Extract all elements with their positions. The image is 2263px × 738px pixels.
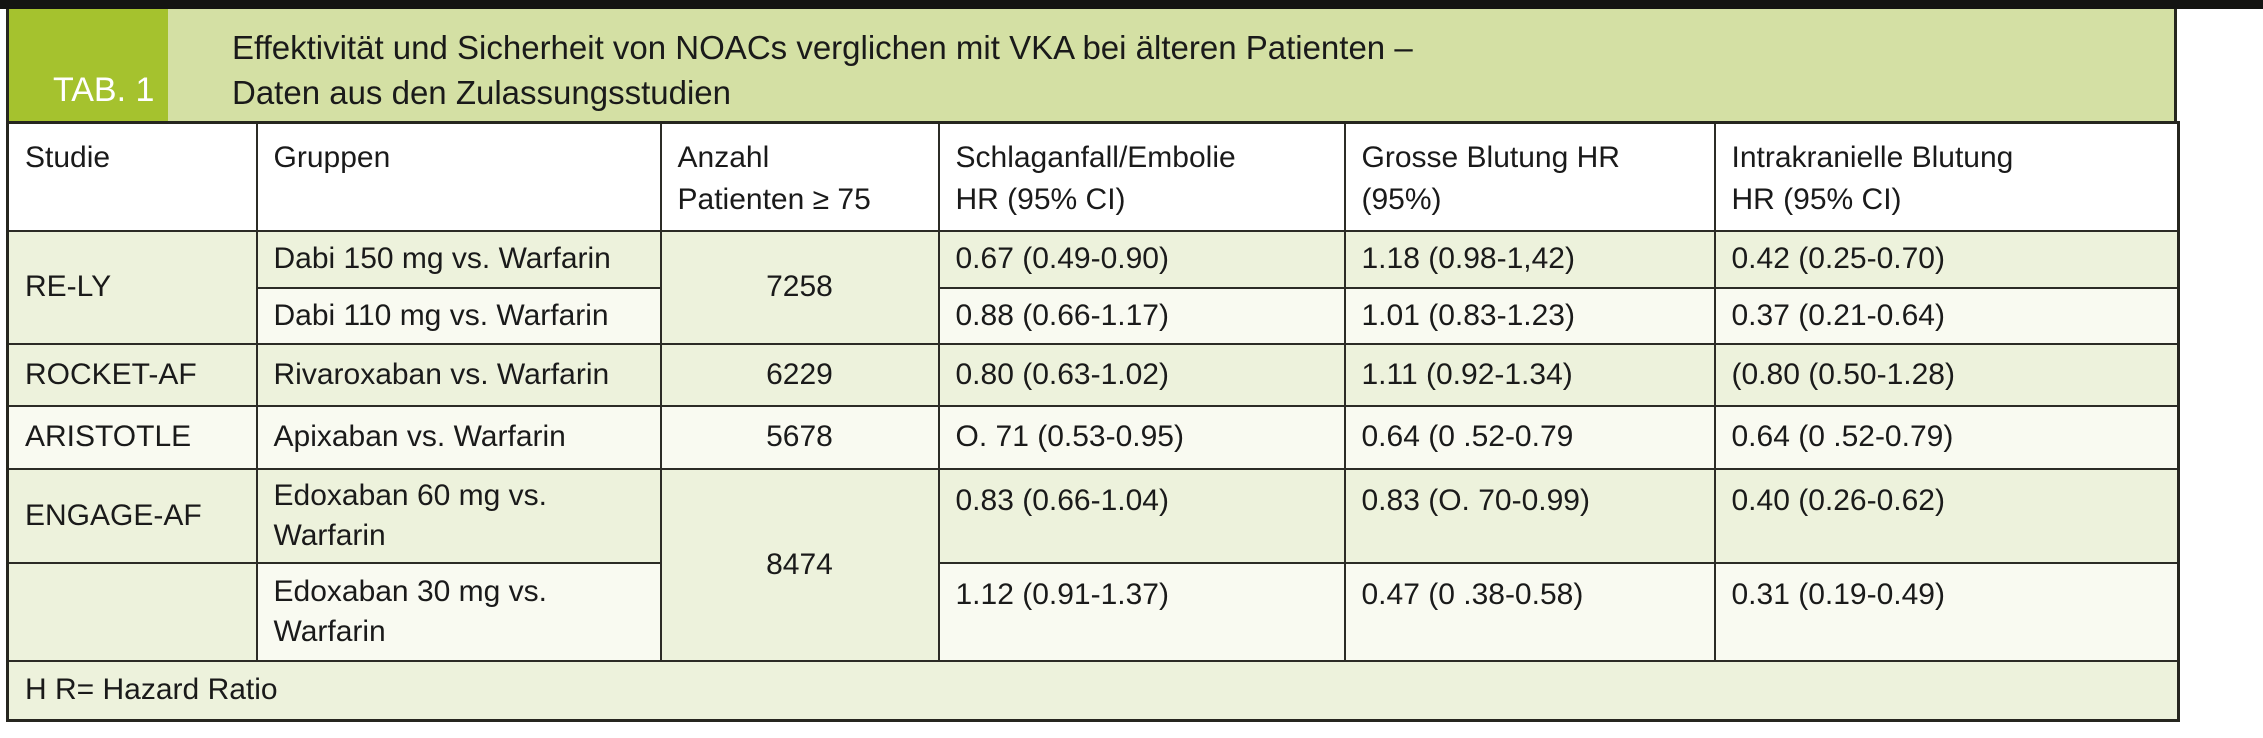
- cell-rocket-grosse: 1.11 (0.92-1.34): [1343, 342, 1716, 407]
- cell-engage-anzahl: 8474: [659, 467, 940, 662]
- row-rely-1: RE-LY Dabi 150 mg vs. Warfarin 7258 0.67…: [6, 229, 2180, 345]
- table-number-label: TAB. 1: [53, 71, 155, 109]
- cell-engage-2-intrakraniell: 0.31 (0.19-0.49): [1713, 561, 2180, 662]
- cell-rocket-anzahl: 6229: [659, 342, 940, 407]
- cell-engage-1-gruppe: Edoxaban 60 mg vs. Warfarin: [255, 467, 662, 564]
- cell-rely-anzahl: 7258: [659, 229, 940, 345]
- cell-rely-1-gruppe: Dabi 150 mg vs. Warfarin: [255, 229, 662, 289]
- cell-rely-1-grosse: 1.18 (0.98-1,42): [1343, 229, 1716, 289]
- cell-aristotle-anzahl: 5678: [659, 404, 940, 470]
- cell-rocket-schlaganfall: 0.80 (0.63-1.02): [937, 342, 1346, 407]
- cell-aristotle-schlaganfall: O. 71 (0.53-0.95): [937, 404, 1346, 470]
- data-table: Studie Gruppen Anzahl Patienten ≥ 75 Sch…: [6, 121, 2180, 722]
- table-header-band: TAB. 1 Effektivität und Sicherheit von N…: [6, 9, 2177, 121]
- row-engage-2: Edoxaban 30 mg vs. Warfarin 1.12 (0.91-1…: [6, 561, 2180, 662]
- cell-rely-2-gruppe: Dabi 110 mg vs. Warfarin: [255, 286, 662, 345]
- row-rocket-af: ROCKET-AF Rivaroxaban vs. Warfarin 6229 …: [6, 342, 2180, 407]
- cell-aristotle-intrakraniell: 0.64 (0 .52-0.79): [1713, 404, 2180, 470]
- row-aristotle: ARISTOTLE Apixaban vs. Warfarin 5678 O. …: [6, 404, 2180, 470]
- cell-rocket-gruppe: Rivaroxaban vs. Warfarin: [255, 342, 662, 407]
- footnote-cell: H R= Hazard Ratio: [6, 659, 2180, 722]
- col-header-schlaganfall: Schlaganfall/Embolie HR (95% CI): [937, 121, 1346, 232]
- cell-aristotle-gruppe: Apixaban vs. Warfarin: [255, 404, 662, 470]
- cell-rocket-studie: ROCKET-AF: [6, 342, 258, 407]
- cell-engage-1-intrakraniell: 0.40 (0.26-0.62): [1713, 467, 2180, 564]
- cell-rely-2-grosse: 1.01 (0.83-1.23): [1343, 286, 1716, 345]
- cell-rely-2-intrakraniell: 0.37 (0.21-0.64): [1713, 286, 2180, 345]
- cell-rely-2-schlaganfall: 0.88 (0.66-1.17): [937, 286, 1346, 345]
- table-1: TAB. 1 Effektivität und Sicherheit von N…: [6, 9, 2180, 722]
- top-rule: [0, 0, 2263, 9]
- col-header-studie: Studie: [6, 121, 258, 232]
- cell-engage-1-schlaganfall: 0.83 (0.66-1.04): [937, 467, 1346, 564]
- table-title: Effektivität und Sicherheit von NOACs ve…: [232, 29, 1413, 111]
- row-rely-2: Dabi 110 mg vs. Warfarin 0.88 (0.66-1.17…: [8, 286, 2180, 345]
- col-header-grosse-blutung: Grosse Blutung HR (95%): [1343, 121, 1716, 232]
- table-number-badge: TAB. 1: [9, 9, 168, 121]
- cell-rely-studie: RE-LY: [6, 229, 258, 345]
- col-header-anzahl: Anzahl Patienten ≥ 75: [659, 121, 940, 232]
- cell-engage-1-grosse: 0.83 (O. 70-0.99): [1343, 467, 1716, 564]
- cell-aristotle-studie: ARISTOTLE: [6, 404, 258, 470]
- col-header-intrakranielle-blutung: Intrakranielle Blutung HR (95% CI): [1713, 121, 2180, 232]
- cell-rely-1-schlaganfall: 0.67 (0.49-0.90): [937, 229, 1346, 289]
- cell-rely-1-intrakraniell: 0.42 (0.25-0.70): [1713, 229, 2180, 289]
- cell-engage-2-gruppe: Edoxaban 30 mg vs. Warfarin: [255, 561, 662, 662]
- cell-aristotle-grosse: 0.64 (0 .52-0.79: [1343, 404, 1716, 470]
- cell-engage-2-grosse: 0.47 (0 .38-0.58): [1343, 561, 1716, 662]
- row-engage-1: ENGAGE-AF Edoxaban 60 mg vs. Warfarin 84…: [6, 467, 2180, 662]
- cell-rocket-intrakraniell: (0.80 (0.50-1.28): [1713, 342, 2180, 407]
- row-footnote: H R= Hazard Ratio: [6, 659, 2180, 722]
- column-header-row: Studie Gruppen Anzahl Patienten ≥ 75 Sch…: [6, 121, 2180, 232]
- cell-engage-studie-empty: [6, 561, 258, 662]
- cell-engage-2-schlaganfall: 1.12 (0.91-1.37): [937, 561, 1346, 662]
- cell-engage-studie: ENGAGE-AF: [6, 467, 258, 564]
- col-header-gruppen: Gruppen: [255, 121, 662, 232]
